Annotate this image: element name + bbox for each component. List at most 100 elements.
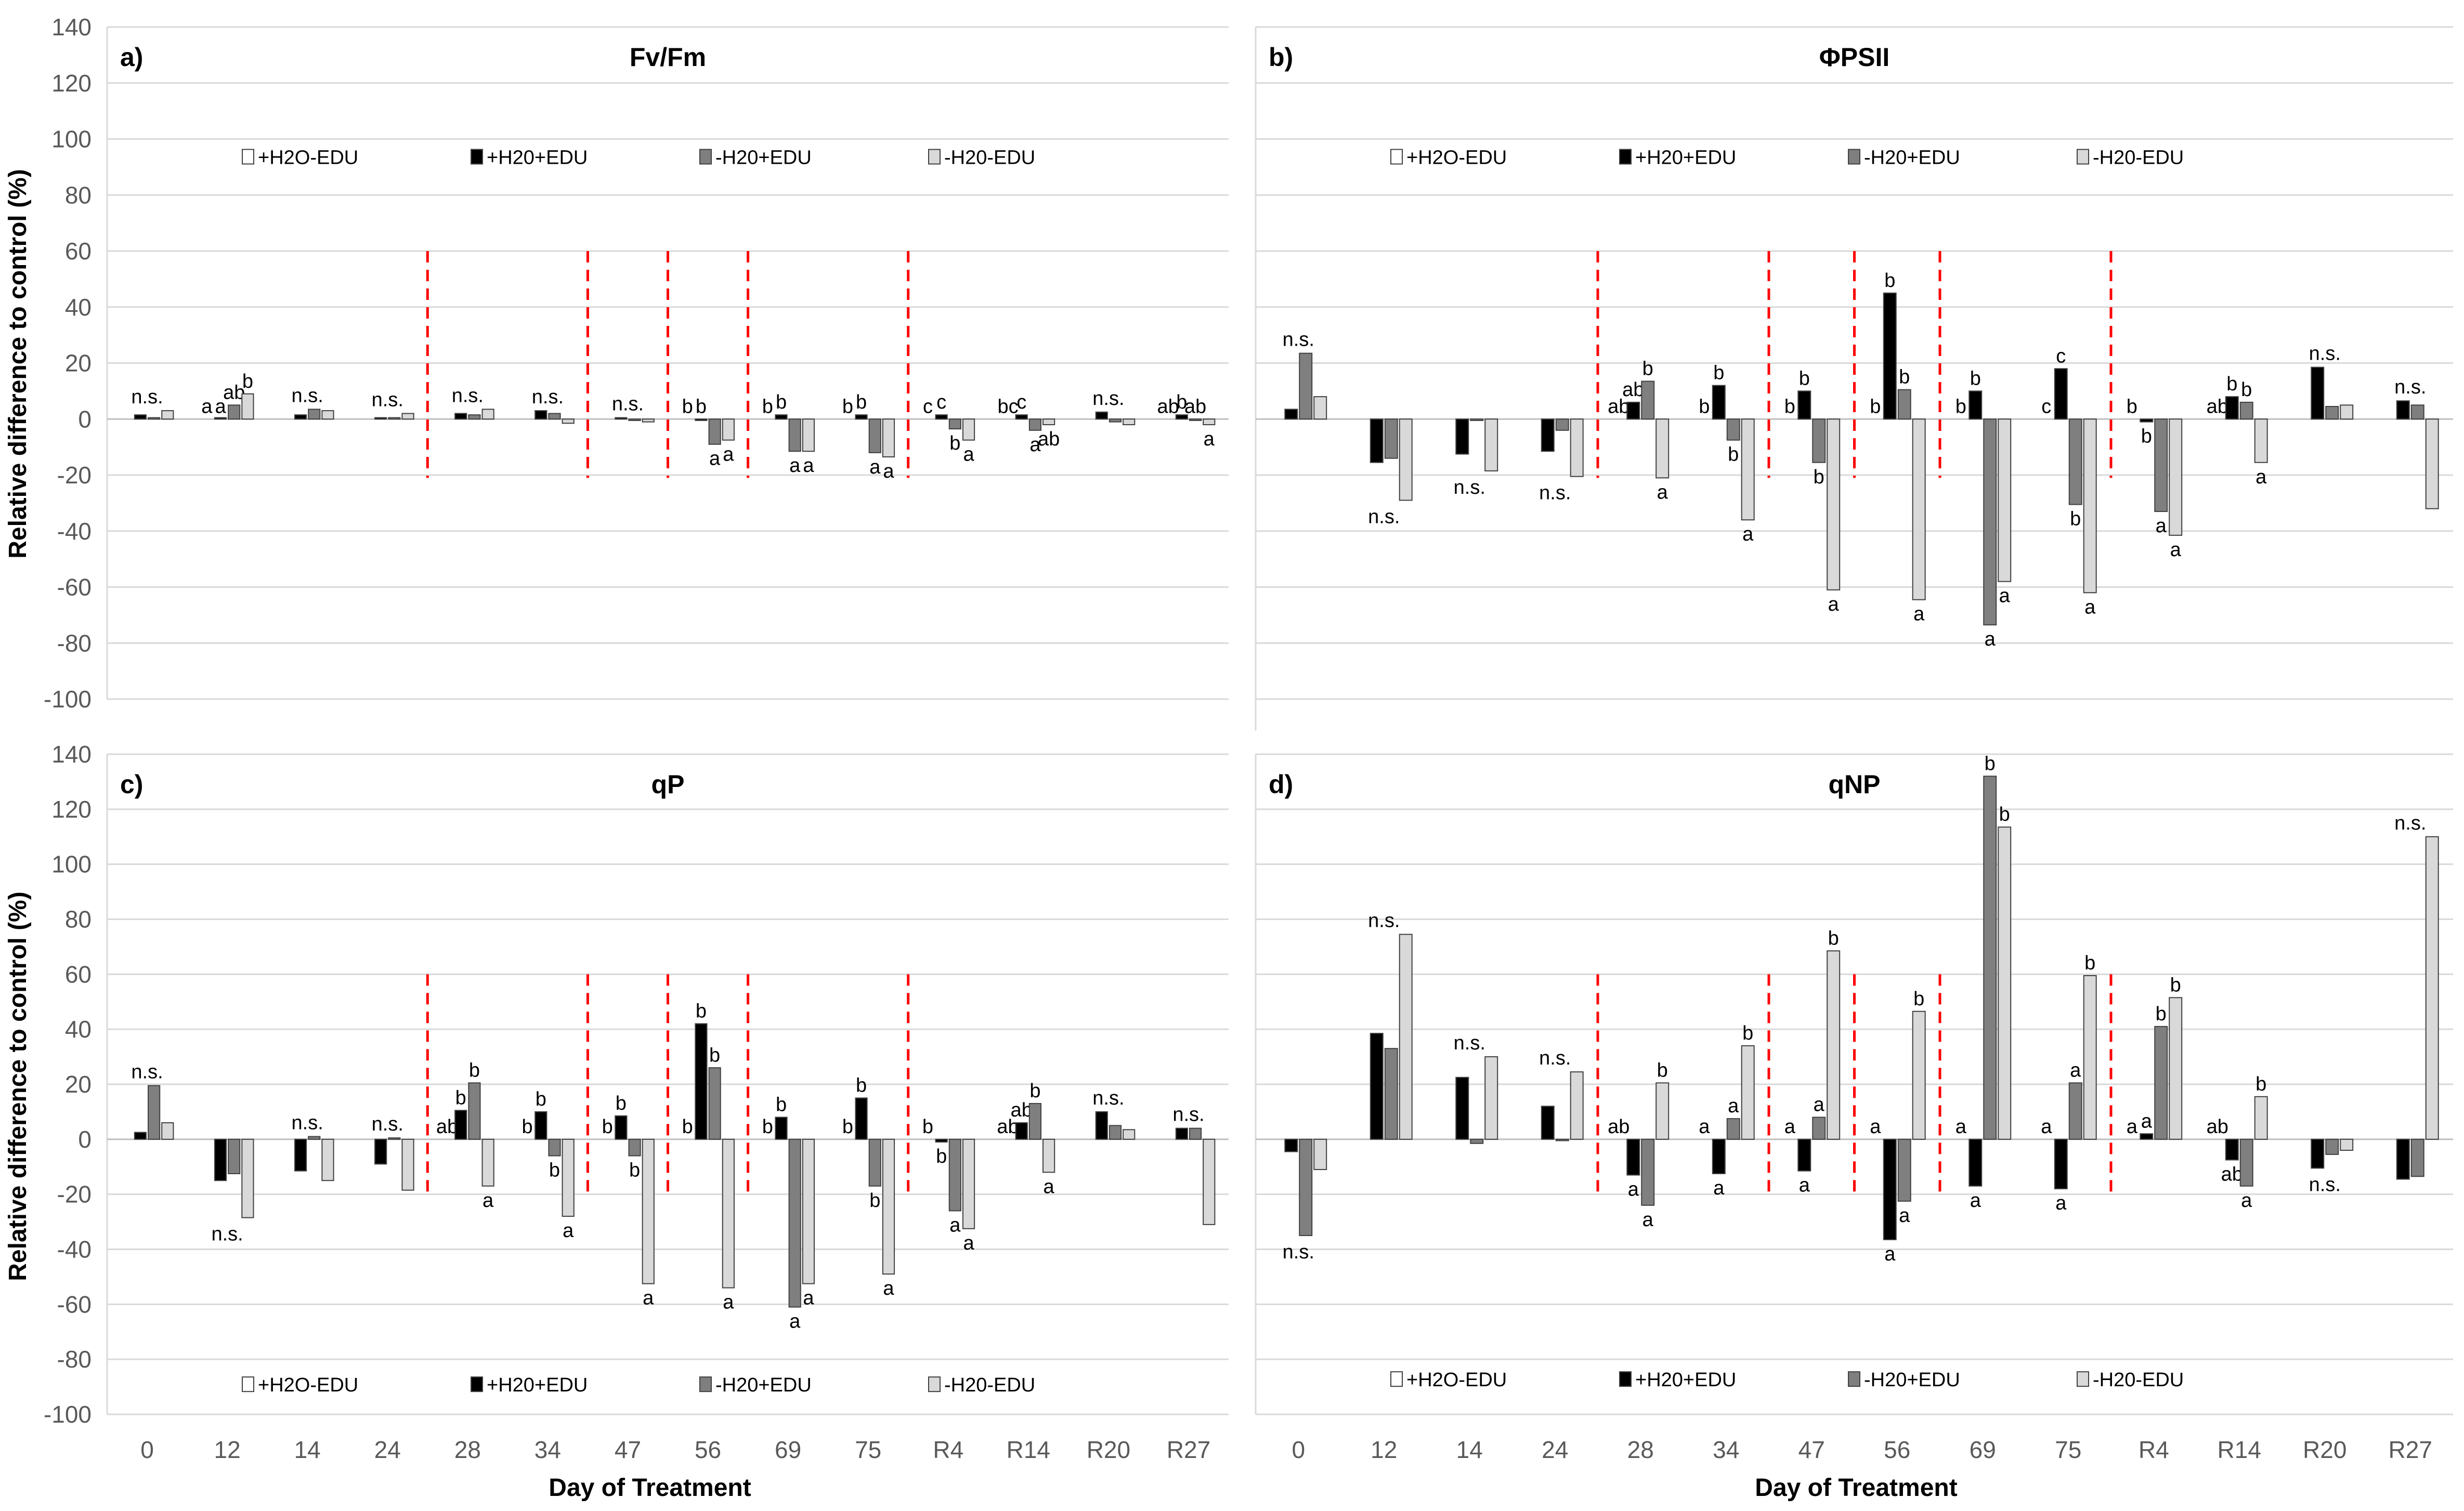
bar--h20-edu <box>1570 1071 1584 1140</box>
y-tick-label: -80 <box>57 1346 92 1373</box>
bar--h20-edu <box>2083 975 2097 1140</box>
y-tick-label: -40 <box>57 1236 92 1263</box>
legend-swatch <box>1848 1371 1860 1387</box>
bar--h20-edu <box>1313 1138 1327 1171</box>
bar--h20-edu <box>2254 418 2268 463</box>
bar--h20-edu <box>321 1138 334 1181</box>
bar--h20-edu <box>948 418 961 430</box>
significance-letter: ab <box>2207 1116 2228 1138</box>
y-axis-title-bottom: Relative difference to control (%) <box>4 891 32 1281</box>
significance-letter: a <box>2156 515 2167 537</box>
bar--h20-edu <box>695 418 708 421</box>
significance-letter: a <box>1628 1179 1639 1201</box>
bar--h20-edu <box>1555 418 1569 431</box>
bar--h20-edu <box>1827 950 1841 1140</box>
bar--h20-edu <box>2140 418 2154 423</box>
significance-letter: b <box>1999 804 2010 825</box>
significance-letter: a <box>1204 428 1215 450</box>
bar--h20-edu <box>2054 368 2068 420</box>
legend-label: +H20+EDU <box>487 147 588 169</box>
legend-label: +H20+EDU <box>1635 1369 1736 1391</box>
x-tick-label: 69 <box>775 1436 801 1463</box>
panel-tag: d) <box>1269 770 1293 799</box>
panel-tag: b) <box>1269 43 1293 72</box>
bar--h20-edu <box>1897 389 1911 420</box>
bar--h20-edu <box>722 418 735 441</box>
bar--h20-edu <box>1655 1082 1670 1140</box>
bar--h20-edu <box>1370 1033 1384 1140</box>
significance-ns: n.s. <box>292 385 323 406</box>
significance-letter: ab <box>2221 1164 2243 1186</box>
x-tick-label: 34 <box>534 1436 561 1463</box>
significance-letter: b <box>2070 508 2081 530</box>
significance-letter: b <box>936 1146 947 1167</box>
bar--h20-edu <box>548 1138 561 1157</box>
significance-letter: b <box>616 1093 627 1114</box>
bar--h20-edu <box>148 1085 161 1140</box>
bar--h20-edu <box>802 1138 815 1284</box>
y-tick-label: -100 <box>44 1401 92 1428</box>
bar--h20-edu <box>1484 418 1498 471</box>
bar--h20-edu <box>1968 1138 1983 1187</box>
bar--h20-edu <box>241 393 254 420</box>
y-axis-title-top: Relative difference to control (%) <box>4 169 32 558</box>
y-tick-label: 40 <box>65 1016 92 1043</box>
significance-letter: a <box>1970 1190 1981 1212</box>
bar--h20-edu <box>1109 1125 1122 1140</box>
bar--h20-edu <box>708 418 721 445</box>
bar--h20-edu <box>1968 390 1983 420</box>
y-tick-label: 60 <box>65 961 92 988</box>
significance-letter: a <box>789 455 801 477</box>
significance-ns: n.s. <box>1172 1104 1204 1126</box>
x-tick-label: 12 <box>1371 1436 1397 1463</box>
bar--h20-edu <box>294 1138 307 1172</box>
significance-letter: b <box>2141 426 2152 448</box>
bar--h20-edu <box>1470 1138 1484 1144</box>
bar--h20-edu <box>454 1110 467 1140</box>
significance-letter: b <box>776 391 787 413</box>
bar--h20-edu <box>1028 1103 1042 1140</box>
significance-letter: ab <box>997 1116 1019 1138</box>
bar--h20-edu <box>2396 400 2410 420</box>
significance-letter: b <box>522 1116 533 1138</box>
legend-swatch <box>2077 1371 2089 1387</box>
legend-swatch <box>1619 149 1632 165</box>
bar--h20-edu <box>882 418 895 457</box>
significance-letter: b <box>536 1088 546 1110</box>
significance-letter: c <box>936 391 946 413</box>
y-tick-label: 60 <box>65 238 92 265</box>
bar--h20-edu <box>788 418 801 452</box>
significance-letter: b <box>2170 974 2181 996</box>
significance-letter: b <box>1713 362 1724 384</box>
panel-title: qP <box>651 770 685 799</box>
y-tick-label: 100 <box>51 851 92 878</box>
bar--h20-edu <box>1313 396 1327 420</box>
significance-letter: a <box>2256 466 2267 488</box>
bar--h20-edu <box>615 1115 628 1140</box>
significance-letter: a <box>723 1292 734 1313</box>
significance-letter: a <box>1799 1175 1810 1197</box>
bar--h20-edu <box>562 1138 575 1217</box>
bar--h20-edu <box>1455 1076 1469 1140</box>
bar--h20-edu <box>855 414 868 420</box>
bar--h20-edu <box>1712 1138 1726 1174</box>
bar--h20-edu <box>1384 418 1398 459</box>
bar--h20-edu <box>1455 418 1469 455</box>
significance-letter: b <box>1814 466 1824 488</box>
bar--h20-edu <box>481 409 494 420</box>
x-tick-label: R14 <box>2218 1436 2261 1463</box>
x-tick-label: R20 <box>1087 1436 1130 1463</box>
significance-ns: n.s. <box>1454 1032 1485 1054</box>
bar--h20-edu <box>374 1138 387 1165</box>
x-tick-label: 0 <box>1292 1436 1305 1463</box>
significance-ns: n.s. <box>452 385 484 406</box>
legend-label: +H2O-EDU <box>258 147 358 169</box>
bar--h20-edu <box>2410 1138 2424 1177</box>
bar--h20-edu <box>1541 1106 1555 1140</box>
x-tick-label: 28 <box>1627 1436 1654 1463</box>
significance-letter: b <box>682 1116 693 1138</box>
significance-letter: a <box>1657 481 1668 503</box>
significance-letter: a <box>1899 1205 1910 1227</box>
significance-letter: b <box>242 371 253 392</box>
bar--h20-edu <box>962 418 975 441</box>
